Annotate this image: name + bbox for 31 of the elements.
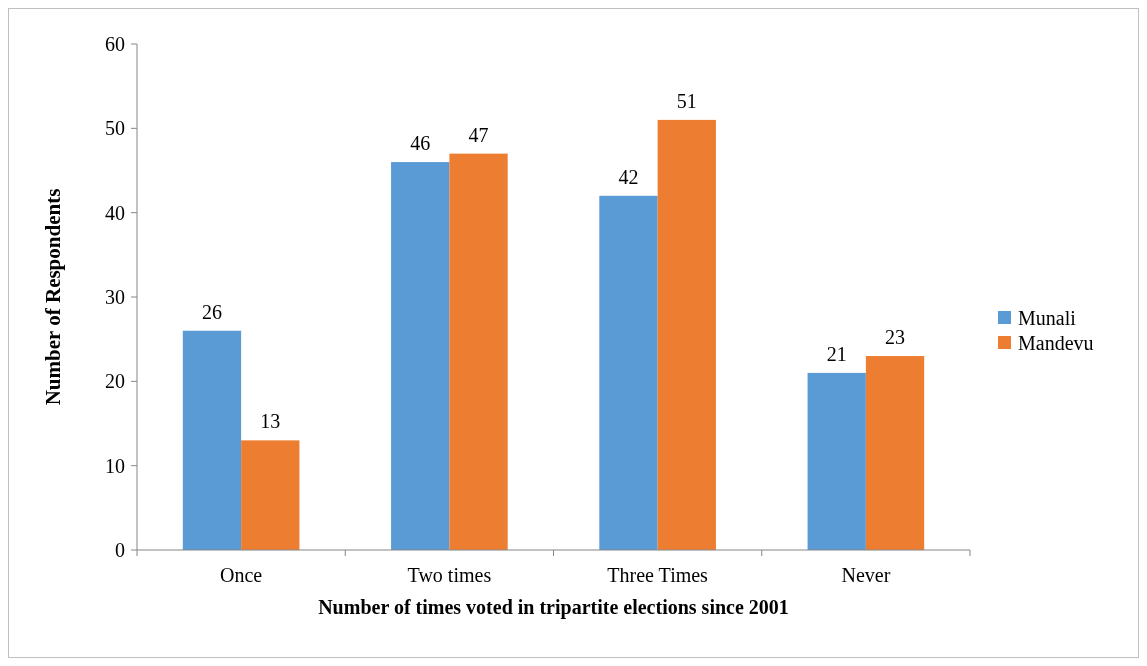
- legend-label: Mandevu: [1018, 332, 1094, 354]
- bar: [449, 153, 508, 550]
- data-label: 21: [826, 342, 847, 365]
- bar: [599, 195, 658, 550]
- bar: [391, 162, 450, 550]
- y-axis-title: Number of Respondents: [41, 188, 65, 406]
- y-tick-label: 40: [105, 201, 125, 224]
- data-label: 23: [885, 326, 906, 349]
- x-tick-label: Once: [220, 564, 263, 586]
- data-label: 42: [618, 165, 639, 188]
- bar: [241, 440, 300, 550]
- y-tick-label: 20: [105, 370, 125, 393]
- legend-label: Munali: [1018, 307, 1077, 329]
- data-label: 51: [676, 89, 697, 112]
- x-tick-label: Two times: [407, 564, 492, 586]
- data-label: 47: [468, 123, 489, 146]
- y-tick-label: 60: [105, 33, 125, 55]
- data-label: 46: [410, 132, 431, 155]
- data-label: 13: [260, 410, 281, 433]
- y-tick-label: 10: [105, 454, 125, 477]
- y-tick-label: 0: [115, 539, 125, 561]
- bar: [182, 330, 242, 550]
- y-tick-label: 30: [105, 286, 125, 308]
- x-axis-title: Number of times voted in tripartite elections since 2001: [318, 596, 789, 619]
- bar: [807, 372, 866, 550]
- x-tick-label: Three Times: [607, 564, 709, 586]
- y-tick-label: 50: [105, 117, 125, 140]
- bar: [657, 119, 716, 550]
- bar: [865, 356, 925, 550]
- x-tick-label: Never: [841, 564, 891, 586]
- data-label: 26: [201, 300, 222, 323]
